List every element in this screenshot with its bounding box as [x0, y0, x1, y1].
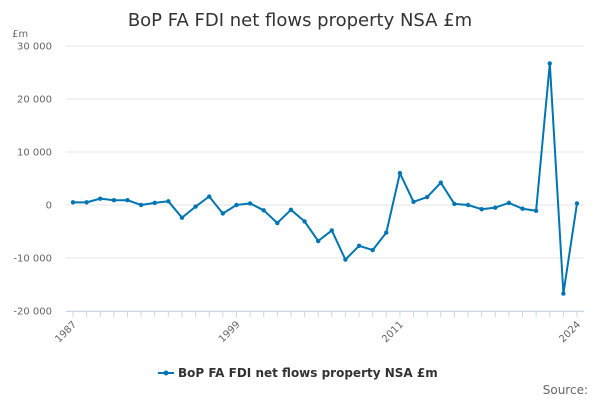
- data-point: [302, 219, 307, 224]
- data-point: [356, 243, 362, 249]
- data-point: [384, 230, 389, 235]
- y-tick-label: 0: [46, 201, 52, 212]
- x-tick-label: 2024: [557, 319, 583, 345]
- data-point: [574, 201, 580, 206]
- y-axis-unit-label: £m: [12, 29, 28, 40]
- x-axis: 1987 1999 2011 2024: [53, 311, 584, 345]
- gridlines: [66, 45, 584, 312]
- data-point: [397, 171, 403, 176]
- data-point: [493, 205, 498, 210]
- x-tick-label: 1987: [53, 319, 79, 345]
- data-point: [370, 247, 375, 253]
- x-tick-label: 1999: [217, 319, 243, 345]
- data-point: [288, 207, 294, 212]
- data-point: [220, 211, 226, 216]
- data-point: [247, 201, 253, 206]
- data-point: [465, 202, 471, 208]
- data-point: [520, 206, 525, 211]
- data-point: [424, 194, 430, 200]
- data-point: [343, 257, 348, 262]
- series-line: [72, 62, 578, 295]
- data-point: [207, 194, 212, 199]
- data-point: [452, 201, 457, 207]
- y-tick-label: 10 000: [17, 148, 52, 159]
- data-point: [261, 208, 266, 213]
- data-point: [479, 207, 484, 212]
- legend-marker-swatch: [163, 370, 169, 376]
- source-label[interactable]: Source:: [543, 383, 588, 397]
- y-tick-label: -20 000: [13, 307, 52, 318]
- y-tick-label: 20 000: [17, 95, 52, 106]
- y-tick-label: 30 000: [17, 42, 52, 53]
- legend-label: BoP FA FDI net flows property NSA £m: [178, 366, 438, 380]
- data-point: [84, 200, 89, 205]
- data-point: [561, 291, 566, 296]
- data-point: [533, 208, 539, 214]
- data-point: [411, 199, 416, 205]
- y-axis-ticks: 30 000 20 000 10 000 0 -10 000 -20 000: [13, 42, 52, 318]
- data-point: [125, 198, 130, 203]
- data-point: [329, 228, 335, 233]
- data-point: [438, 180, 443, 185]
- data-point: [506, 200, 512, 206]
- y-tick-label: -10 000: [13, 254, 52, 265]
- data-point: [315, 238, 321, 244]
- legend[interactable]: BoP FA FDI net flows property NSA £m: [158, 366, 438, 380]
- data-point: [193, 204, 198, 209]
- data-point: [179, 215, 185, 220]
- data-point: [547, 61, 552, 66]
- data-point: [152, 200, 157, 206]
- x-tick-label: 2011: [380, 319, 406, 345]
- data-point: [166, 199, 171, 204]
- data-point: [98, 196, 103, 201]
- data-point: [138, 202, 144, 208]
- data-point: [234, 202, 239, 208]
- data-point: [275, 220, 280, 226]
- data-series: [70, 61, 580, 296]
- data-point: [70, 200, 76, 205]
- chart-title: BoP FA FDI net flows property NSA £m: [128, 10, 472, 31]
- data-point: [111, 198, 117, 203]
